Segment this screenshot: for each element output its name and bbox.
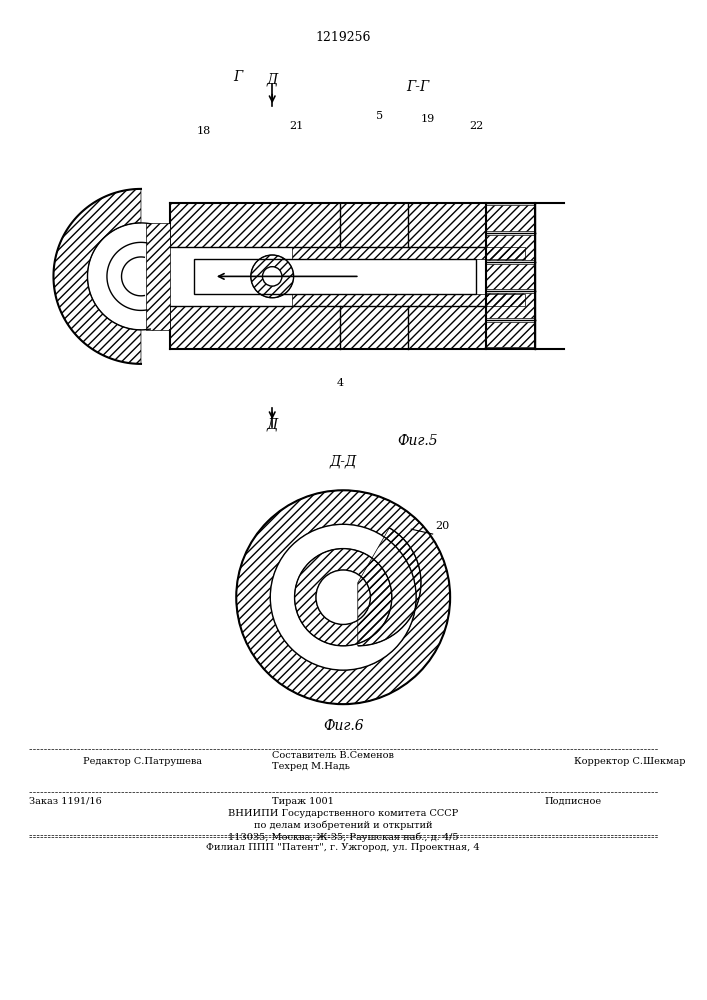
Text: 22: 22	[469, 121, 484, 131]
Text: Составитель В.Семенов: Составитель В.Семенов	[272, 751, 394, 760]
Bar	[486, 205, 534, 231]
Text: 113035, Москва, Ж-35, Раушская наб., д. 4/5: 113035, Москва, Ж-35, Раушская наб., д. …	[228, 832, 458, 842]
Text: Филиал ППП "Патент", г. Ужгород, ул. Проектная, 4: Филиал ППП "Патент", г. Ужгород, ул. Про…	[206, 843, 480, 852]
Circle shape	[316, 570, 370, 624]
Bar	[486, 322, 534, 347]
Text: Техред М.Надь: Техред М.Надь	[272, 762, 350, 771]
Text: Корректор С.Шекмар: Корректор С.Шекмар	[573, 757, 685, 766]
Bar	[170, 306, 486, 349]
Text: 5: 5	[375, 111, 382, 121]
Bar	[486, 264, 534, 289]
Text: Г-Г: Г-Г	[407, 80, 430, 94]
Text: 1219256: 1219256	[315, 31, 371, 44]
Text: 21: 21	[289, 121, 303, 131]
Circle shape	[270, 524, 416, 670]
Text: 18: 18	[197, 126, 211, 136]
Bar	[146, 223, 170, 330]
Text: Д: Д	[267, 72, 278, 86]
Bar	[292, 294, 525, 306]
Text: Г: Г	[233, 70, 251, 84]
Text: Фиг.5: Фиг.5	[398, 434, 438, 448]
Bar	[292, 247, 525, 259]
Text: Д-Д: Д-Д	[329, 454, 357, 468]
Text: 20: 20	[436, 521, 450, 531]
Bar	[486, 293, 534, 318]
Text: 19: 19	[421, 114, 435, 124]
Text: Заказ 1191/16: Заказ 1191/16	[29, 797, 102, 806]
Bar	[486, 235, 534, 260]
Text: Редактор С.Патрушева: Редактор С.Патрушева	[83, 757, 201, 766]
Text: по делам изобретений и открытий: по делам изобретений и открытий	[254, 821, 433, 830]
Text: Д: Д	[267, 417, 278, 431]
Text: Фиг.6: Фиг.6	[323, 719, 363, 733]
Text: Тираж 1001: Тираж 1001	[272, 797, 334, 806]
Bar	[194, 259, 477, 294]
Text: Подписное: Подписное	[544, 797, 602, 806]
Bar	[170, 203, 486, 247]
Text: ВНИИПИ Государственного комитета СССР: ВНИИПИ Государственного комитета СССР	[228, 809, 458, 818]
Circle shape	[262, 267, 282, 286]
Text: 4: 4	[337, 378, 344, 388]
